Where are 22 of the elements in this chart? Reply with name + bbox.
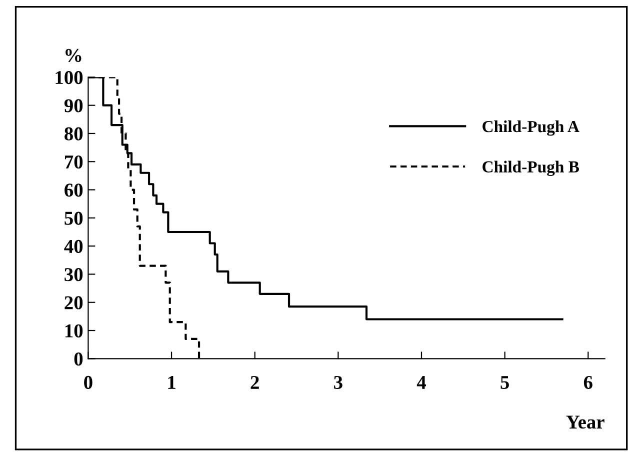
legend-label: Child-Pugh B (482, 160, 580, 176)
x-tick-label: 1 (168, 376, 176, 389)
x-tick-label: 2 (250, 376, 259, 389)
y-tick-label: 40 (64, 240, 83, 254)
x-tick-label: 4 (416, 376, 426, 389)
y-tick-label: 90 (64, 99, 83, 112)
y-tick-label: 30 (64, 268, 83, 282)
y-tick-label: 50 (64, 212, 83, 225)
x-tick-label: 6 (584, 376, 592, 390)
y-tick-label: 0 (74, 352, 83, 366)
y-tick-label: 60 (64, 184, 83, 197)
x-tick-label: 5 (500, 376, 509, 390)
x-axis-title: Year (566, 416, 604, 429)
x-tick-label: 0 (84, 376, 92, 390)
y-tick-label: 80 (64, 127, 83, 140)
y-tick-label: 70 (65, 155, 83, 169)
y-tick-label: 20 (64, 296, 83, 310)
y-tick-label: 100 (56, 70, 83, 84)
y-axis-title: % (66, 48, 82, 62)
legend-label: Child-Pugh A (482, 120, 580, 136)
y-tick-label: 10 (65, 324, 83, 338)
x-tick-label: 3 (334, 376, 342, 390)
